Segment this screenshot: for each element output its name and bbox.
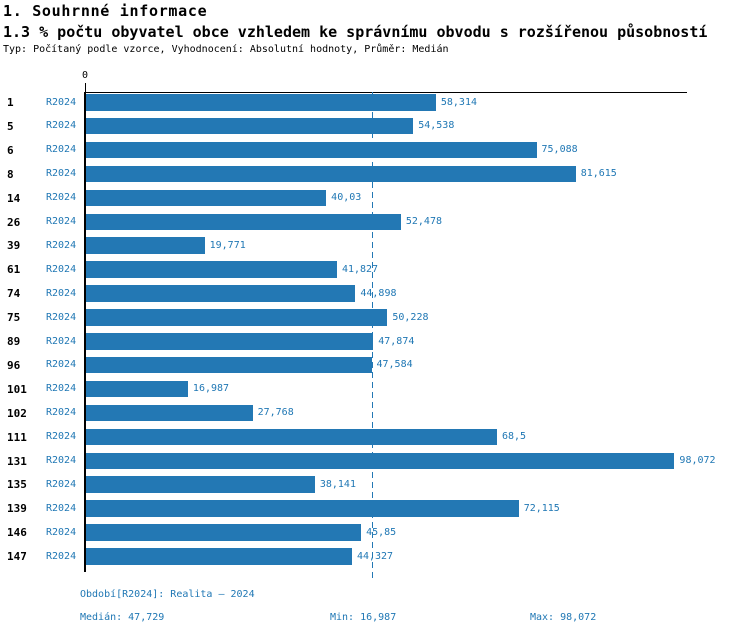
bar-value-label: 98,072: [679, 455, 716, 466]
row-series-label: R2024: [46, 502, 77, 514]
bar: [86, 380, 188, 398]
bar: [86, 285, 356, 302]
row-category-label: 146: [7, 526, 27, 540]
row-category-label: 26: [7, 215, 21, 229]
row-category-label: 89: [7, 335, 21, 348]
row-series-label: R2024: [46, 455, 77, 466]
bar: [86, 428, 497, 446]
row-category-label: 5: [7, 119, 14, 133]
bar-value-label: 40,03: [331, 192, 362, 204]
row-category-label: 96: [7, 358, 21, 372]
bar-value-label: 81,615: [580, 168, 617, 180]
bar: [86, 404, 253, 422]
bar: [86, 261, 337, 278]
page-title: 1. Souhrnné informace: [3, 2, 208, 20]
bar-value-label: 41,827: [341, 263, 379, 275]
bar-value-label: 27,768: [257, 407, 294, 419]
bar-value-label: 44,327: [356, 550, 394, 562]
bar-value-label: 16,987: [192, 383, 230, 395]
bar-value-label: 58,314: [440, 96, 477, 108]
row-series-label: R2024: [46, 216, 77, 227]
chart-settings-text: Typ: Počítaný podle vzorce, Vyhodnocení:…: [3, 44, 449, 55]
row-category-label: 14: [7, 191, 21, 205]
row-category-label: 147: [7, 550, 27, 564]
bar: [86, 189, 327, 207]
row-category-label: 6: [7, 143, 14, 157]
bar: [86, 500, 519, 517]
x-axis-tick-label-zero: 0: [81, 70, 89, 81]
row-series-label: R2024: [46, 359, 77, 371]
bar-value-label: 72,115: [523, 502, 560, 514]
page-subtitle: 1.3 % počtu obyvatel obce vzhledem ke sp…: [3, 23, 708, 41]
bar: [86, 452, 675, 469]
bar-value-label: 54,538: [418, 120, 455, 132]
bar: [86, 213, 401, 230]
row-series-label: R2024: [46, 407, 77, 419]
bar-value-label: 47,584: [376, 359, 413, 371]
row-category-label: 1: [7, 96, 14, 109]
bar: [86, 165, 576, 183]
row-category-label: 102: [7, 406, 27, 420]
bar: [86, 94, 436, 111]
row-series-label: R2024: [46, 192, 77, 204]
bar: [86, 117, 414, 135]
max-stat: Max: 98,072: [530, 612, 597, 623]
row-category-label: 131: [7, 454, 27, 468]
row-series-label: R2024: [46, 478, 77, 490]
period-legend: Období[R2024]: Realita – 2024: [80, 589, 255, 600]
row-series-label: R2024: [46, 526, 77, 538]
median-stat: Medián: 47,729: [80, 612, 165, 623]
bar-value-label: 75,088: [541, 144, 578, 156]
bar-value-label: 44,898: [360, 287, 397, 299]
x-axis-line: [84, 92, 687, 94]
bar-value-label: 50,228: [392, 311, 429, 323]
row-series-label: R2024: [46, 287, 77, 299]
bar: [86, 237, 205, 254]
bar: [86, 309, 388, 326]
row-category-label: 139: [7, 502, 27, 516]
bar: [86, 548, 352, 565]
row-category-label: 74: [7, 287, 21, 301]
row-category-label: 75: [7, 311, 21, 325]
bar: [86, 524, 362, 541]
row-series-label: R2024: [46, 335, 77, 347]
min-stat: Min: 16,987: [330, 612, 397, 623]
row-series-label: R2024: [46, 96, 77, 108]
row-category-label: 111: [7, 430, 27, 444]
row-series-label: R2024: [46, 144, 77, 156]
bar-value-label: 45,85: [366, 526, 397, 538]
bar: [86, 333, 374, 350]
row-series-label: R2024: [46, 431, 77, 443]
row-series-label: R2024: [46, 120, 77, 132]
row-series-label: R2024: [46, 239, 77, 251]
row-series-label: R2024: [46, 263, 77, 275]
bar-value-label: 38,141: [319, 478, 356, 490]
row-series-label: R2024: [46, 311, 77, 323]
row-category-label: 135: [7, 478, 27, 492]
bar-value-label: 47,874: [378, 335, 415, 347]
bar: [86, 476, 315, 493]
bar-value-label: 68,5: [502, 431, 527, 443]
y-axis-line: [84, 92, 87, 572]
row-category-label: 101: [7, 382, 27, 396]
row-category-label: 8: [7, 167, 14, 181]
row-category-label: 61: [7, 263, 21, 277]
bar: [86, 356, 372, 374]
row-category-label: 39: [7, 239, 21, 253]
row-series-label: R2024: [46, 383, 77, 395]
bar-value-label: 52,478: [405, 216, 442, 227]
x-axis-tick-zero: [84, 83, 86, 92]
row-series-label: R2024: [46, 168, 77, 180]
bar: [86, 141, 537, 159]
row-series-label: R2024: [46, 550, 77, 562]
bar-value-label: 19,771: [209, 239, 246, 251]
